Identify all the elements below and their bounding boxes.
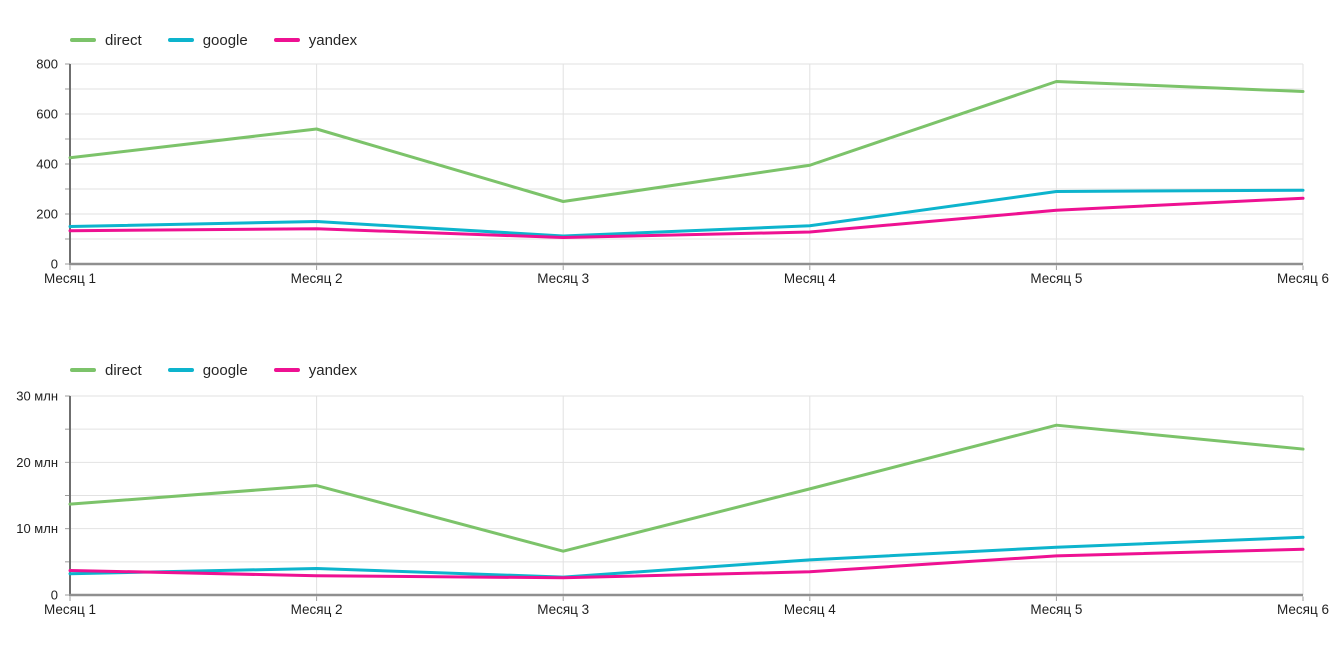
x-axis-label: Месяц 5	[1030, 602, 1082, 617]
x-axis-label: Месяц 3	[537, 271, 589, 286]
x-axis-label: Месяц 6	[1277, 602, 1329, 617]
x-axis-label: Месяц 3	[537, 602, 589, 617]
chart-top-legend: direct google yandex	[70, 28, 1340, 52]
y-axis-label: 0	[51, 588, 58, 603]
chart-bottom-legend: direct google yandex	[70, 358, 1340, 382]
y-axis-label: 200	[36, 207, 58, 222]
legend-label: yandex	[308, 31, 358, 49]
legend-swatch-google	[167, 38, 194, 42]
y-axis-label: 600	[36, 107, 58, 122]
x-axis-label: Месяц 4	[784, 602, 836, 617]
legend-label: yandex	[308, 361, 358, 379]
legend-label: google	[202, 361, 248, 379]
chart-bottom: direct google yandex 0 10 млн 20 млн 30 млн Ме…	[0, 358, 1340, 632]
legend-swatch-direct	[70, 368, 96, 372]
legend-item-direct[interactable]: direct	[70, 33, 142, 48]
y-axis-label: 400	[36, 157, 58, 172]
legend-label: direct	[105, 361, 142, 379]
y-axis-label: 20 млн	[16, 455, 58, 470]
legend-item-yandex[interactable]: yandex	[273, 361, 358, 379]
x-axis-label: Месяц 1	[44, 271, 96, 286]
legend-label: google	[202, 31, 248, 49]
x-axis-label: Месяц 4	[784, 271, 836, 286]
y-axis-label: 30 млн	[16, 389, 58, 404]
y-axis-label: 800	[36, 57, 58, 72]
series-line-yandex	[68, 196, 1305, 239]
x-axis-label: Месяц 6	[1277, 271, 1329, 286]
chart-bottom-plot: 0 10 млн 20 млн 30 млн Месяц 1 Месяц 2 Месяц 3…	[16, 389, 1329, 618]
legend-item-google[interactable]: google	[167, 361, 248, 379]
series-line-google	[68, 188, 1305, 238]
chart-top-plot: 0 200 400 600 800 Месяц 1 Месяц 2 Месяц 3 Месяц …	[36, 57, 1329, 287]
series-line-google	[68, 535, 1305, 579]
x-axis-label: Месяц 5	[1030, 271, 1082, 286]
legend-item-direct[interactable]: direct	[70, 363, 142, 378]
y-axis-label: 10 млн	[16, 521, 58, 536]
series-line-yandex	[68, 547, 1305, 580]
chart-top: direct google yandex 0 200 400 600 800 Месяц 1 М…	[0, 28, 1340, 302]
series-line-direct	[68, 80, 1305, 203]
legend-item-google[interactable]: google	[167, 31, 248, 49]
x-axis-label: Месяц 2	[291, 271, 343, 286]
legend-swatch-direct	[70, 38, 96, 42]
legend-swatch-yandex	[273, 38, 300, 42]
x-axis-label: Месяц 1	[44, 602, 96, 617]
series-line-direct	[68, 423, 1305, 553]
legend-label: direct	[105, 31, 142, 49]
legend-item-yandex[interactable]: yandex	[273, 31, 358, 49]
legend-swatch-google	[167, 368, 194, 372]
legend-swatch-yandex	[273, 368, 300, 372]
y-axis-label: 0	[51, 257, 58, 272]
x-axis-label: Месяц 2	[291, 602, 343, 617]
